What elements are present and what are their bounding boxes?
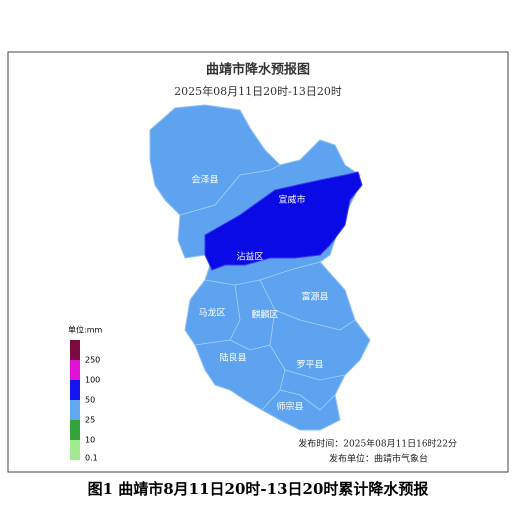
map-subtitle: 2025年08月11日20时-13日20时 [174, 84, 342, 98]
county-label: 宣威市 [278, 194, 305, 206]
county-label: 麒麟区 [251, 309, 278, 321]
legend-label: 250 [85, 356, 100, 365]
region-heavy [204, 171, 363, 271]
county-label: 师宗县 [276, 401, 303, 413]
legend-label: 10 [85, 436, 95, 445]
caption: 图1 曲靖市8月11日20时-13日20时累计降水预报 [88, 480, 429, 498]
county-label: 陆良县 [219, 352, 246, 364]
release-unit: 发布单位：曲靖市气象台 [329, 453, 428, 465]
legend: 单位:mm 250 100 50 25 10 0.1 [68, 325, 102, 463]
county-label: 富源县 [301, 291, 328, 303]
legend-swatch [70, 360, 80, 380]
legend-swatch [70, 420, 80, 440]
release-time: 发布时间：2025年08月11日16时22分 [298, 438, 457, 450]
map-title: 曲靖市降水预报图 [206, 62, 310, 78]
legend-swatch [70, 380, 80, 400]
county-borders [179, 164, 356, 411]
county-label: 罗平县 [296, 360, 323, 371]
legend-swatch [70, 440, 80, 460]
county-label: 马龙区 [198, 307, 225, 319]
county-label: 会泽县 [191, 174, 218, 186]
legend-label: 100 [85, 376, 100, 385]
legend-label: 50 [85, 396, 95, 405]
legend-swatch [70, 340, 80, 360]
county-label: 沾益区 [236, 251, 263, 263]
legend-unit: 单位:mm [68, 325, 102, 335]
legend-label: 25 [85, 416, 95, 425]
legend-swatch [70, 400, 80, 420]
legend-label: 0.1 [85, 454, 98, 463]
